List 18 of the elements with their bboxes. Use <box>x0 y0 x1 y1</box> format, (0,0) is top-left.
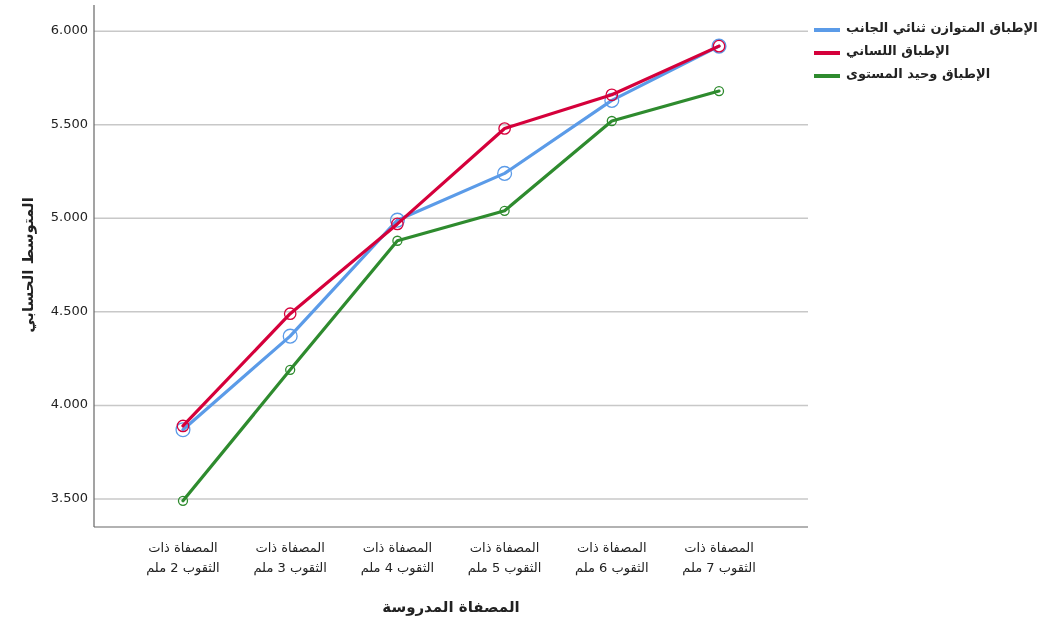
point <box>605 88 619 102</box>
point <box>499 205 510 216</box>
ylabel: المتوسط الحسابي <box>19 196 37 335</box>
point <box>175 422 191 438</box>
point <box>713 85 725 97</box>
point <box>391 217 404 231</box>
point <box>177 495 189 506</box>
point <box>285 364 296 375</box>
point <box>389 212 405 228</box>
point <box>176 419 190 433</box>
point <box>497 165 513 181</box>
point <box>282 328 298 344</box>
point <box>283 307 297 321</box>
point <box>498 122 511 135</box>
xlabel: المصفاة المدروسة <box>381 598 521 616</box>
point <box>604 92 620 108</box>
point <box>606 115 617 127</box>
point <box>392 235 403 246</box>
